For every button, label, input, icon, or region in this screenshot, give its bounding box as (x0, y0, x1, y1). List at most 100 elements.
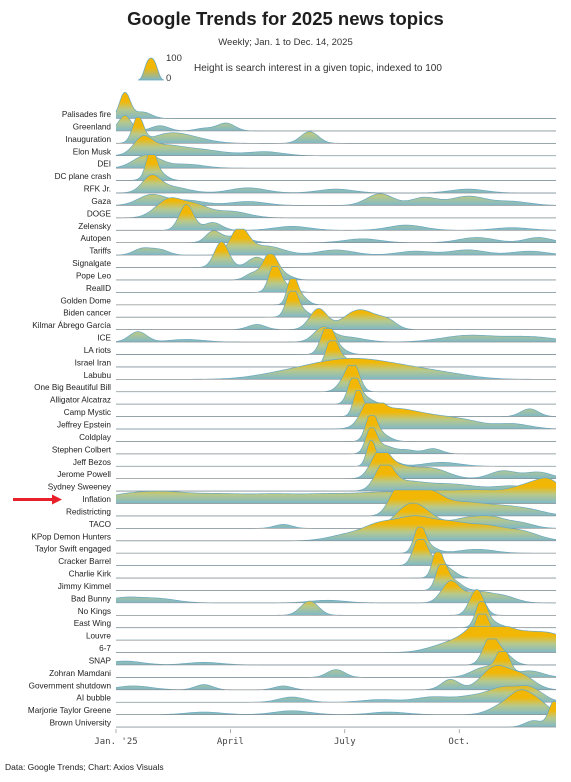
ridgeline-rows: Palisades fire Greenland Inauguration Elon … (28, 92, 557, 728)
x-tick-label-april: April (217, 737, 244, 747)
ridge-area-redistricting (116, 489, 556, 516)
ridge-area-rfk-jr (116, 174, 556, 194)
ridgeline-chart: Palisades fire Greenland Inauguration Elon … (13, 92, 557, 747)
row-label-charlie-kirk: Charlie Kirk (69, 570, 112, 579)
row-label-realid: RealID (86, 284, 111, 293)
ridge-row-bad-bunny: Bad Bunny (71, 580, 556, 604)
ridge-row-pope-leo: Pope Leo (76, 253, 556, 281)
row-label-sydney-sweeney: Sydney Sweeney (48, 483, 112, 492)
row-label-coldplay: Coldplay (79, 433, 112, 442)
row-label-jimmy-kimmel: Jimmy Kimmel (58, 582, 111, 591)
row-label-6-7: 6-7 (99, 644, 111, 653)
ridge-area-kilmar-abrego-garcia (116, 308, 556, 330)
ridge-area-gaza (116, 193, 556, 206)
ridge-line-jeff-bezos (116, 439, 556, 467)
ridge-area-jeffrey-epstein (116, 403, 556, 429)
row-label-dc-plane-crash: DC plane crash (55, 172, 112, 181)
ridge-area-camp-mystic (116, 390, 556, 417)
row-label-la-riots: LA riots (84, 346, 111, 355)
ridge-row-rfk-jr: RFK Jr. (84, 174, 556, 194)
row-label-ice: ICE (97, 334, 111, 343)
ridge-mask-jimmy-kimmel (116, 564, 556, 591)
ridge-row-elon-musk: Elon Musk (73, 135, 556, 156)
ridge-area-bad-bunny (116, 580, 556, 603)
ridge-row-alligator-alcatraz: Alligator Alcatraz (50, 377, 556, 405)
row-label-bad-bunny: Bad Bunny (71, 594, 112, 603)
ridge-row-jeff-bezos: Jeff Bezos (73, 439, 556, 467)
row-label-zelensky: Zelensky (78, 222, 112, 231)
row-label-alligator-alcatraz: Alligator Alcatraz (50, 396, 111, 405)
ridge-mask-biden-cancer (116, 291, 556, 318)
ridge-line-charlie-kirk (116, 551, 556, 579)
ridge-area-labubu (116, 358, 556, 380)
legend-max-label: 100 (166, 53, 182, 64)
ridge-line-jimmy-kimmel (116, 564, 556, 591)
ridge-area-doge (116, 197, 556, 218)
ridge-row-jerome-powell: Jerome Powell (57, 452, 557, 479)
row-label-autopen: Autopen (80, 234, 111, 243)
ridge-row-dei: DEI (97, 154, 556, 169)
row-label-snap: SNAP (89, 656, 112, 665)
ridge-mask-pope-leo (116, 253, 556, 280)
ridge-row-coldplay: Coldplay (79, 415, 556, 442)
ridge-area-charlie-kirk (116, 552, 556, 579)
row-label-doge: DOGE (87, 209, 112, 218)
row-label-camp-mystic: Camp Mystic (64, 408, 111, 417)
ridge-row-dc-plane-crash: DC plane crash (55, 154, 556, 181)
ridge-line-bad-bunny (115, 580, 556, 604)
row-label-golden-dome: Golden Dome (60, 296, 111, 305)
legend-ridge-icon (137, 57, 165, 81)
ridge-line-pope-leo (116, 253, 556, 281)
ridge-line-biden-cancer (116, 290, 556, 318)
ridge-row-jeffrey-epstein: Jeffrey Epstein (57, 402, 557, 430)
ridge-row-one-big-beautiful-bill: One Big Beautiful Bill (34, 365, 556, 392)
ridge-line-greenland (115, 115, 556, 132)
row-label-taco: TACO (89, 520, 111, 529)
ridge-area-ai-bubble (116, 685, 556, 703)
ridge-area-6-7 (116, 626, 556, 653)
ridge-area-elon-musk (116, 135, 556, 156)
row-label-pope-leo: Pope Leo (76, 271, 112, 280)
row-label-elon-musk: Elon Musk (73, 147, 112, 156)
source-note: Data: Google Trends; Chart: Axios Visual… (5, 762, 164, 772)
row-label-cracker-barrel: Cracker Barrel (58, 557, 111, 566)
legend-min-label: 0 (166, 73, 172, 84)
ridge-mask-jeff-bezos (116, 440, 556, 467)
ridge-area-pope-leo (116, 253, 556, 280)
ridge-area-israel-iran (116, 340, 556, 367)
ridge-row-labubu: Labubu (84, 357, 556, 380)
ridge-row-biden-cancer: Biden cancer (63, 290, 556, 318)
ridge-mask-palisades-fire (116, 92, 556, 119)
row-label-government-shutdown: Government shutdown (29, 681, 112, 690)
ridge-row-realid: RealID (86, 266, 556, 293)
row-label-kilmar-abrego-garcia: Kilmar Ábrego García (32, 320, 111, 330)
ridge-line-inflation (115, 477, 557, 496)
ridge-row-snap: SNAP (89, 638, 556, 665)
row-label-zohran-mamdani: Zohran Mamdani (49, 669, 111, 678)
ridge-area-sydney-sweeney (116, 465, 556, 492)
row-label-jeff-bezos: Jeff Bezos (73, 458, 111, 467)
row-label-labubu: Labubu (84, 371, 112, 380)
row-label-stephen-colbert: Stephen Colbert (52, 445, 112, 454)
row-label-brown-university: Brown University (50, 719, 112, 728)
ridge-row-golden-dome: Golden Dome (60, 278, 556, 305)
ridge-row-brown-university: Brown University (50, 700, 557, 728)
ridge-area-ice (116, 326, 556, 343)
ridge-area-greenland (116, 115, 556, 131)
ridge-mask-stephen-colbert (116, 427, 556, 454)
row-label-signalgate: Signalgate (72, 259, 111, 268)
chart-title: Google Trends for 2025 news topics (127, 8, 444, 29)
ridge-row-taylor-swift-engaged: Taylor Swift engaged (35, 526, 556, 554)
ridge-area-inflation (116, 477, 556, 504)
ridge-row-kilmar-abrego-garcia: Kilmar Ábrego García (32, 308, 556, 330)
ridge-area-autopen (116, 230, 556, 243)
ridge-area-government-shutdown (116, 665, 556, 690)
ridge-row-government-shutdown: Government shutdown (29, 664, 557, 690)
row-label-greenland: Greenland (73, 122, 112, 131)
row-label-louvre: Louvre (86, 632, 111, 641)
ridge-row-kpop-demon-hunters: KPop Demon Hunters (31, 515, 557, 541)
row-label-jerome-powell: Jerome Powell (57, 470, 111, 479)
ridge-row-inauguration: Inauguration (65, 116, 556, 144)
x-tick-label-oct: Oct. (448, 737, 470, 747)
ridge-line-realid (116, 266, 556, 293)
